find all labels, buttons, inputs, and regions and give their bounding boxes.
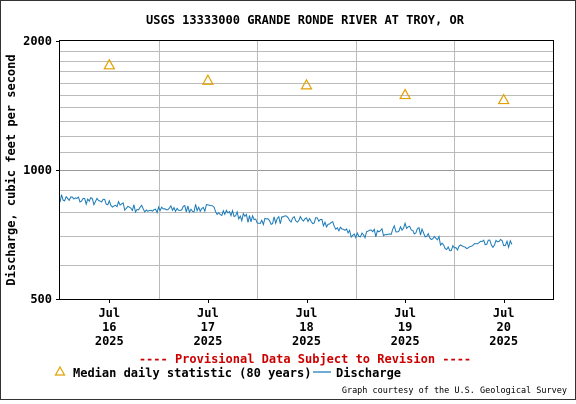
- y-axis-ticks: 2000 1000 500: [23, 34, 60, 306]
- y-axis-label: Discharge, cubic feet per second: [4, 54, 18, 285]
- legend-discharge-label: Discharge: [336, 366, 401, 380]
- x-tick-label: 19: [398, 320, 412, 334]
- median-point: [103, 58, 116, 70]
- x-tick-label: 2025: [391, 334, 420, 348]
- series-layer: [59, 58, 513, 252]
- grid-layer: [60, 41, 553, 299]
- provisional-note: ---- Provisional Data Subject to Revisio…: [139, 352, 471, 366]
- chart-title: USGS 13333000 GRANDE RONDE RIVER AT TROY…: [146, 13, 465, 27]
- x-tick-label: 17: [201, 320, 215, 334]
- y-tick-label: 1000: [23, 163, 52, 177]
- x-axis-ticks: Jul162025Jul172025Jul182025Jul192025Jul2…: [95, 299, 518, 348]
- x-tick-label: 16: [102, 320, 116, 334]
- legend: Median daily statistic (80 years) Discha…: [54, 365, 401, 380]
- x-tick-label: Jul: [197, 306, 219, 320]
- y-tick-label: 2000: [23, 34, 52, 48]
- x-tick-label: Jul: [394, 306, 416, 320]
- x-tick-label: Jul: [98, 306, 120, 320]
- median-point: [399, 88, 412, 100]
- median-point: [300, 78, 313, 90]
- discharge-line: [59, 194, 513, 252]
- x-tick-label: 2025: [489, 334, 518, 348]
- credit-text: Graph courtesy of the U.S. Geological Su…: [342, 386, 567, 396]
- x-tick-label: Jul: [493, 306, 515, 320]
- x-tick-label: 2025: [193, 334, 222, 348]
- median-point: [201, 73, 214, 85]
- legend-median-triangle-icon: [54, 365, 66, 376]
- x-tick-label: 18: [299, 320, 313, 334]
- y-tick-label: 500: [30, 292, 52, 306]
- x-tick-label: 2025: [95, 334, 124, 348]
- x-tick-label: 20: [496, 320, 510, 334]
- x-tick-label: Jul: [296, 306, 318, 320]
- median-point: [497, 93, 510, 105]
- legend-median-label: Median daily statistic (80 years): [73, 366, 311, 380]
- x-tick-label: 2025: [292, 334, 321, 348]
